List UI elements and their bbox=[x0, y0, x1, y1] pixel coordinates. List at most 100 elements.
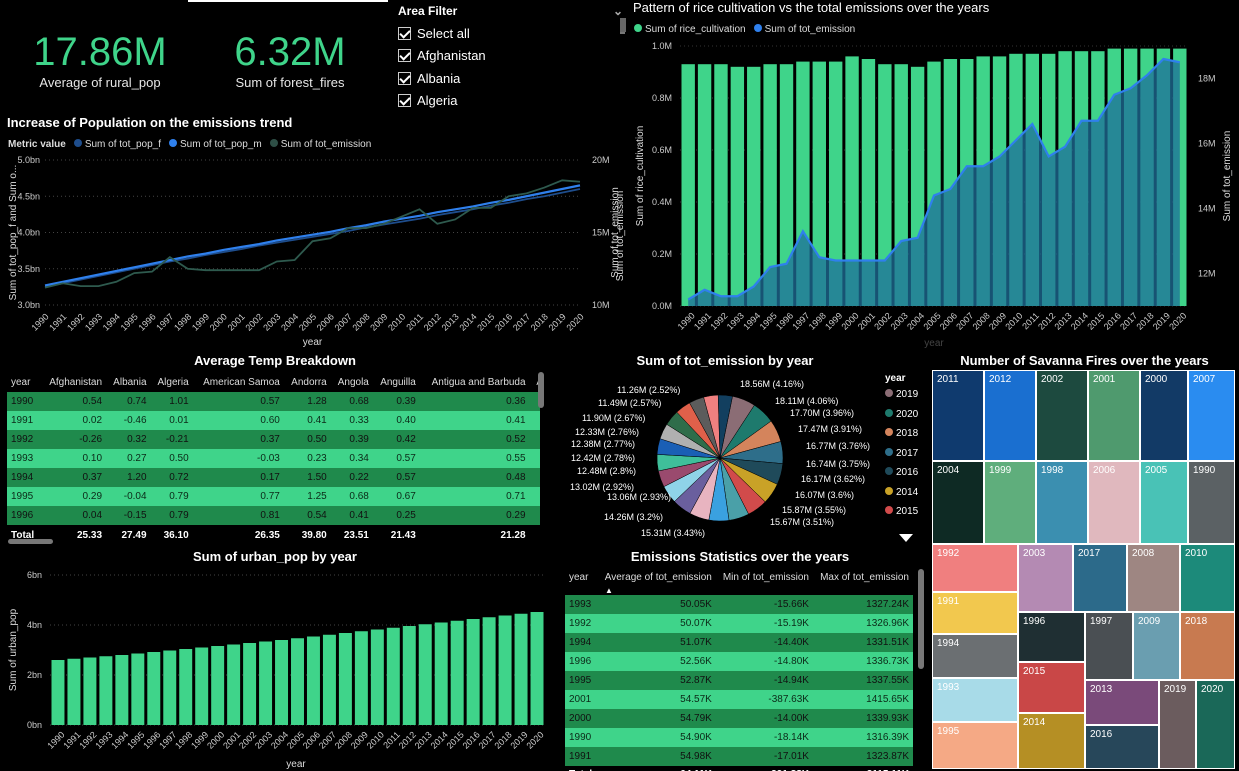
treemap-cell[interactable]: 2017 bbox=[1073, 544, 1127, 612]
treemap-cell[interactable]: 2013 bbox=[1085, 680, 1159, 725]
column-header[interactable]: Antigua and Barbuda bbox=[431, 376, 526, 388]
column-header[interactable]: Min of tot_emission bbox=[722, 571, 809, 583]
treemap-cell[interactable]: 2002 bbox=[1036, 370, 1088, 461]
table-row[interactable]: 1990 54.90K -18.14K 1316.39K bbox=[565, 728, 913, 747]
treemap-cell[interactable]: 2008 bbox=[1127, 544, 1180, 612]
table-cell: 1.50 bbox=[307, 472, 327, 483]
table-row[interactable]: 2001 54.57K -387.63K 1415.65K bbox=[565, 690, 913, 709]
table-row[interactable]: 1991 0.02 -0.46 0.01 0.60 0.41 0.33 0.40 0.41 bbox=[7, 411, 540, 430]
treemap-cell[interactable]: 2000 bbox=[1140, 370, 1188, 461]
urban-bar bbox=[482, 617, 496, 725]
column-header[interactable]: Afghanistan bbox=[49, 376, 103, 388]
table-cell: 2000 bbox=[569, 713, 592, 724]
treemap-cell[interactable]: 2019 bbox=[1159, 680, 1196, 769]
treemap-cell[interactable]: 2005 bbox=[1140, 461, 1188, 544]
table-row[interactable]: 1994 0.37 1.20 0.72 0.17 1.50 0.22 0.57 0.48 bbox=[7, 468, 540, 487]
y-tick-label: 0.6M bbox=[652, 145, 672, 155]
table-cell: 1990 bbox=[11, 396, 34, 407]
treemap-cell[interactable]: 1992 bbox=[932, 544, 1018, 592]
checkbox-icon[interactable] bbox=[398, 49, 411, 63]
column-header[interactable]: Average of tot_emission bbox=[604, 571, 712, 583]
stats-table-scroll[interactable] bbox=[918, 569, 924, 669]
column-header[interactable]: year bbox=[11, 376, 31, 388]
treemap-cell[interactable]: 1991 bbox=[932, 592, 1018, 634]
table-row[interactable]: 1996 52.56K -14.80K 1336.73K bbox=[565, 652, 913, 671]
table-row[interactable]: 1991 54.98K -17.01K 1323.87K bbox=[565, 747, 913, 766]
treemap-cell[interactable]: 2016 bbox=[1085, 725, 1159, 769]
table-row[interactable]: 1995 52.87K -14.94K 1337.55K bbox=[565, 671, 913, 690]
pie-legend-scroll-down-icon[interactable] bbox=[899, 534, 913, 542]
pie-legend-title: year bbox=[885, 373, 906, 384]
column-header[interactable]: year bbox=[569, 571, 589, 583]
series-line-Sum-of-tot_pop_m bbox=[44, 184, 581, 287]
filter-option-afghanistan[interactable]: Afghanistan bbox=[398, 45, 623, 68]
temp-table-vscroll[interactable] bbox=[538, 372, 544, 408]
pie-legend-item[interactable]: 2017 bbox=[885, 447, 918, 468]
table-row[interactable]: 1993 50.05K -15.66K 1327.24K bbox=[565, 595, 913, 614]
treemap-cell[interactable]: 1990 bbox=[1188, 461, 1235, 544]
pie-legend-item[interactable]: 2020 bbox=[885, 408, 918, 429]
treemap-cell[interactable]: 1997 bbox=[1085, 612, 1133, 680]
legend-item[interactable]: Sum of rice_cultivation bbox=[634, 24, 746, 35]
table-row[interactable]: 2000 54.79K -14.00K 1339.93K bbox=[565, 709, 913, 728]
kpi-label: Sum of forest_fires bbox=[235, 75, 345, 90]
treemap-cell[interactable]: 2006 bbox=[1088, 461, 1140, 544]
treemap-cell[interactable]: 2014 bbox=[1018, 713, 1085, 769]
table-row[interactable]: 1995 0.29 -0.04 0.79 0.77 1.25 0.68 0.67 0.71 bbox=[7, 487, 540, 506]
treemap-cell[interactable]: 2007 bbox=[1188, 370, 1235, 461]
checkbox-icon[interactable] bbox=[398, 94, 411, 108]
pie-legend-item[interactable]: 2014 bbox=[885, 486, 918, 507]
column-header[interactable]: Max of tot_emission bbox=[820, 571, 909, 583]
y-tick-label: 1.0M bbox=[652, 41, 672, 51]
filter-option-albania[interactable]: Albania bbox=[398, 67, 623, 90]
filter-option-algeria[interactable]: Algeria bbox=[398, 90, 623, 113]
table-row[interactable]: 1994 51.07K -14.40K 1331.51K bbox=[565, 633, 913, 652]
table-row[interactable]: 1992 50.07K -15.19K 1326.96K bbox=[565, 614, 913, 633]
x-tick-label: 2000 bbox=[205, 730, 226, 751]
checkbox-icon[interactable] bbox=[398, 71, 411, 85]
column-header[interactable]: Angola bbox=[337, 376, 369, 388]
treemap-cell[interactable]: 1994 bbox=[932, 634, 1018, 678]
legend-item[interactable]: Sum of tot_emission bbox=[753, 24, 855, 35]
column-header[interactable]: American Samoa bbox=[203, 376, 280, 388]
table-row[interactable]: 1993 0.10 0.27 0.50 -0.03 0.23 0.34 0.57 0.55 bbox=[7, 449, 540, 468]
treemap-cell[interactable]: 2020 bbox=[1196, 680, 1235, 769]
table-row[interactable]: 1996 0.04 -0.15 0.79 0.81 0.54 0.41 0.25 0.29 bbox=[7, 506, 540, 525]
table-cell: 50.07K bbox=[680, 618, 712, 629]
treemap-cell[interactable]: 2004 bbox=[932, 461, 984, 544]
treemap-cell[interactable]: 2015 bbox=[1018, 662, 1085, 713]
table-cell: 1995 bbox=[11, 491, 34, 502]
treemap-cell[interactable]: 2001 bbox=[1088, 370, 1140, 461]
pie-legend-item[interactable]: 2015 bbox=[885, 506, 918, 526]
treemap-cell[interactable]: 1996 bbox=[1018, 612, 1085, 662]
treemap-cell[interactable]: 1998 bbox=[1036, 461, 1088, 544]
treemap-cell[interactable]: 2018 bbox=[1180, 612, 1235, 680]
column-header[interactable]: Andorra bbox=[291, 376, 327, 388]
rice-chart-handle[interactable] bbox=[620, 18, 626, 32]
treemap-cell[interactable]: 2012 bbox=[984, 370, 1036, 461]
treemap-cell[interactable]: 1999 bbox=[984, 461, 1036, 544]
treemap-cell[interactable]: 1993 bbox=[932, 678, 1018, 722]
table-row[interactable]: 1990 0.54 0.74 1.01 0.57 1.28 0.68 0.39 0.36 bbox=[7, 392, 540, 411]
legend-item[interactable]: Sum of tot_pop_f bbox=[73, 139, 161, 150]
legend-item[interactable]: Sum of tot_pop_m bbox=[168, 139, 262, 150]
treemap-cell[interactable]: 2011 bbox=[932, 370, 984, 461]
treemap-cell[interactable]: 2010 bbox=[1180, 544, 1235, 612]
filter-option-select-all[interactable]: Select all bbox=[398, 22, 623, 45]
pie-legend-item[interactable]: 2016 bbox=[885, 467, 918, 487]
legend-item[interactable]: Sum of tot_emission bbox=[269, 139, 371, 150]
column-header[interactable]: Albania bbox=[113, 376, 147, 388]
pie-legend-item[interactable]: 2019 bbox=[885, 389, 918, 409]
table-cell: 1.25 bbox=[307, 491, 327, 502]
chevron-down-icon[interactable]: ⌄ bbox=[612, 4, 623, 18]
treemap-cell[interactable]: 2003 bbox=[1018, 544, 1073, 612]
checkbox-icon[interactable] bbox=[398, 26, 411, 40]
pie-legend-item[interactable]: 2018 bbox=[885, 428, 918, 448]
treemap-cell[interactable]: 1995 bbox=[932, 722, 1018, 769]
column-header[interactable]: Anguilla bbox=[380, 376, 416, 388]
column-header[interactable]: Algeria bbox=[157, 376, 189, 388]
temp-table-hscroll[interactable] bbox=[8, 539, 53, 544]
table-row[interactable]: 1992 -0.26 0.32 -0.21 0.37 0.50 0.39 0.42 0.52 bbox=[7, 430, 540, 449]
treemap-cell[interactable]: 2009 bbox=[1133, 612, 1180, 680]
urban-bar bbox=[306, 636, 320, 725]
